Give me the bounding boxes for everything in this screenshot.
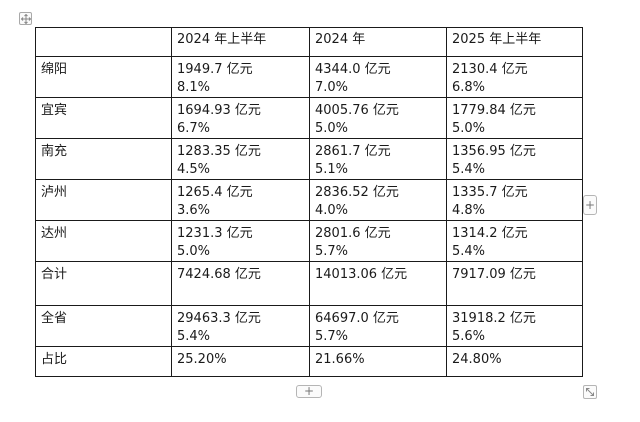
gdp-table: 2024 年上半年 2024 年 2025 年上半年 绵阳 1949.7 亿元 8… xyxy=(35,27,583,377)
value-cell[interactable]: 1231.3 亿元 5.0% xyxy=(171,220,310,262)
value-cell[interactable]: 7424.68 亿元 xyxy=(171,261,310,306)
gdp-value: 14013.06 亿元 xyxy=(315,267,408,282)
value-cell[interactable]: 29463.3 亿元 5.4% xyxy=(171,305,310,347)
table-row: 达州 1231.3 亿元 5.0% 2801.6 亿元 5.7% 1314.2 亿元… xyxy=(35,220,583,262)
growth-rate: 5.4% xyxy=(177,329,211,344)
value-cell[interactable]: 14013.06 亿元 xyxy=(309,261,447,306)
value-cell[interactable]: 1949.7 亿元 8.1% xyxy=(171,56,310,98)
table-move-handle[interactable] xyxy=(19,12,32,25)
gdp-value: 31918.2 亿元 xyxy=(452,311,536,326)
growth-rate: 6.8% xyxy=(452,80,486,95)
gdp-value: 1949.7 亿元 xyxy=(177,62,253,77)
province-row: 全省 29463.3 亿元 5.4% 64697.0 亿元 5.7% 31918.2… xyxy=(35,305,583,347)
gdp-value: 1231.3 亿元 xyxy=(177,226,253,241)
value-cell[interactable]: 64697.0 亿元 5.7% xyxy=(309,305,447,347)
gdp-value: 1779.84 亿元 xyxy=(452,103,536,118)
value-cell[interactable]: 1694.93 亿元 6.7% xyxy=(171,97,310,139)
header-cell-2024[interactable]: 2024 年 xyxy=(309,27,447,57)
share-cell[interactable]: 25.20% xyxy=(171,346,310,377)
region-cell[interactable]: 泸州 xyxy=(35,179,172,221)
header-cell-region[interactable] xyxy=(35,27,172,57)
region-cell[interactable]: 全省 xyxy=(35,305,172,347)
growth-rate: 8.1% xyxy=(177,80,211,95)
gdp-value: 1694.93 亿元 xyxy=(177,103,261,118)
growth-rate: 4.0% xyxy=(315,203,349,218)
value-cell[interactable]: 1779.84 亿元 5.0% xyxy=(446,97,583,139)
table-row: 宜宾 1694.93 亿元 6.7% 4005.76 亿元 5.0% 1779.84… xyxy=(35,97,583,139)
gdp-value: 1314.2 亿元 xyxy=(452,226,528,241)
gdp-value: 7917.09 亿元 xyxy=(452,267,536,282)
value-cell[interactable]: 4005.76 亿元 5.0% xyxy=(309,97,447,139)
gdp-value: 2861.7 亿元 xyxy=(315,144,391,159)
gdp-value: 2801.6 亿元 xyxy=(315,226,391,241)
gdp-value: 1265.4 亿元 xyxy=(177,185,253,200)
gdp-value: 7424.68 亿元 xyxy=(177,267,261,282)
header-cell-2024-h1[interactable]: 2024 年上半年 xyxy=(171,27,310,57)
gdp-value: 2130.4 亿元 xyxy=(452,62,528,77)
value-cell[interactable]: 2836.52 亿元 4.0% xyxy=(309,179,447,221)
growth-rate: 4.5% xyxy=(177,162,211,177)
growth-rate: 5.0% xyxy=(315,121,349,136)
growth-rate: 5.0% xyxy=(452,121,486,136)
table-resize-handle[interactable] xyxy=(583,385,597,399)
growth-rate: 7.0% xyxy=(315,80,349,95)
growth-rate: 5.4% xyxy=(452,244,486,259)
gdp-value: 1283.35 亿元 xyxy=(177,144,261,159)
region-cell[interactable]: 合计 xyxy=(35,261,172,306)
gdp-value: 4344.0 亿元 xyxy=(315,62,391,77)
header-cell-2025-h1[interactable]: 2025 年上半年 xyxy=(446,27,583,57)
growth-rate: 5.7% xyxy=(315,329,349,344)
growth-rate: 4.8% xyxy=(452,203,486,218)
table-header-row: 2024 年上半年 2024 年 2025 年上半年 xyxy=(35,27,583,57)
add-column-button[interactable]: + xyxy=(583,195,597,215)
growth-rate: 6.7% xyxy=(177,121,211,136)
value-cell[interactable]: 1356.95 亿元 5.4% xyxy=(446,138,583,180)
growth-rate: 3.6% xyxy=(177,203,211,218)
table-row: 绵阳 1949.7 亿元 8.1% 4344.0 亿元 7.0% 2130.4 亿元… xyxy=(35,56,583,98)
value-cell[interactable]: 2130.4 亿元 6.8% xyxy=(446,56,583,98)
growth-rate: 5.6% xyxy=(452,329,486,344)
growth-rate: 5.4% xyxy=(452,162,486,177)
table-row: 泸州 1265.4 亿元 3.6% 2836.52 亿元 4.0% 1335.7 亿… xyxy=(35,179,583,221)
region-cell[interactable]: 绵阳 xyxy=(35,56,172,98)
growth-rate: 5.1% xyxy=(315,162,349,177)
value-cell[interactable]: 4344.0 亿元 7.0% xyxy=(309,56,447,98)
move-arrows-icon xyxy=(21,14,31,24)
gdp-value: 1335.7 亿元 xyxy=(452,185,528,200)
share-cell[interactable]: 24.80% xyxy=(446,346,583,377)
value-cell[interactable]: 1314.2 亿元 5.4% xyxy=(446,220,583,262)
gdp-value: 4005.76 亿元 xyxy=(315,103,399,118)
region-cell[interactable]: 达州 xyxy=(35,220,172,262)
value-cell[interactable]: 1283.35 亿元 4.5% xyxy=(171,138,310,180)
region-cell[interactable]: 南充 xyxy=(35,138,172,180)
gdp-value: 64697.0 亿元 xyxy=(315,311,399,326)
resize-diagonal-icon xyxy=(586,388,594,396)
region-cell[interactable]: 宜宾 xyxy=(35,97,172,139)
add-row-button[interactable]: + xyxy=(296,385,322,398)
total-row: 合计 7424.68 亿元 14013.06 亿元 7917.09 亿元 xyxy=(35,261,583,306)
share-cell[interactable]: 21.66% xyxy=(309,346,447,377)
region-cell[interactable]: 占比 xyxy=(35,346,172,377)
gdp-value: 2836.52 亿元 xyxy=(315,185,399,200)
growth-rate: 5.7% xyxy=(315,244,349,259)
value-cell[interactable]: 1265.4 亿元 3.6% xyxy=(171,179,310,221)
value-cell[interactable]: 2801.6 亿元 5.7% xyxy=(309,220,447,262)
value-cell[interactable]: 1335.7 亿元 4.8% xyxy=(446,179,583,221)
gdp-value: 1356.95 亿元 xyxy=(452,144,536,159)
growth-rate: 5.0% xyxy=(177,244,211,259)
value-cell[interactable]: 2861.7 亿元 5.1% xyxy=(309,138,447,180)
gdp-value: 29463.3 亿元 xyxy=(177,311,261,326)
share-row: 占比 25.20% 21.66% 24.80% xyxy=(35,346,583,377)
table-row: 南充 1283.35 亿元 4.5% 2861.7 亿元 5.1% 1356.95 … xyxy=(35,138,583,180)
value-cell[interactable]: 7917.09 亿元 xyxy=(446,261,583,306)
value-cell[interactable]: 31918.2 亿元 5.6% xyxy=(446,305,583,347)
